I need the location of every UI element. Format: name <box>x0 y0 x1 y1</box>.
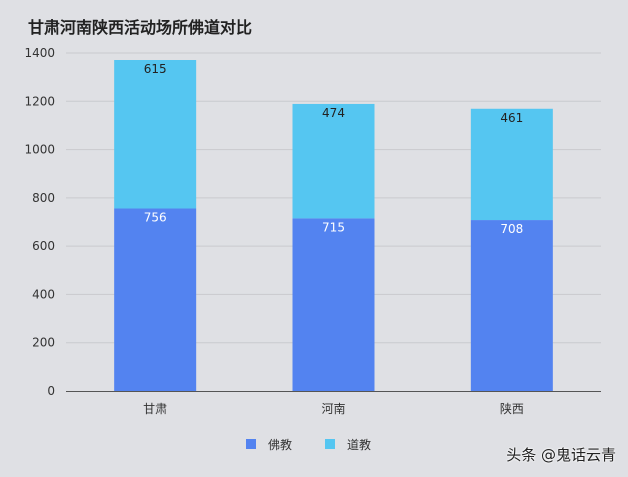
y-tick-label: 200 <box>32 336 55 350</box>
bar-taoism-3 <box>470 108 553 221</box>
data-label: 461 <box>500 111 523 125</box>
y-tick-label: 800 <box>32 191 55 205</box>
data-label: 474 <box>322 106 345 120</box>
x-tick-label: 甘肃 <box>143 402 167 416</box>
bar-buddhism-3 <box>470 220 553 391</box>
legend-label: 佛教 <box>268 437 292 452</box>
y-tick-label: 1200 <box>24 94 55 108</box>
legend-label: 道教 <box>347 437 371 452</box>
y-tick-label: 0 <box>47 384 55 398</box>
chart-title: 甘肃河南陕西活动场所佛道对比 <box>28 18 253 37</box>
x-tick-label: 河南 <box>321 401 345 416</box>
y-tick-label: 1000 <box>24 143 55 157</box>
bar-buddhism-1 <box>114 208 197 391</box>
x-tick-label: 陕西 <box>500 401 524 416</box>
data-label: 708 <box>500 222 523 236</box>
legend-swatch <box>246 439 256 449</box>
data-label: 615 <box>144 62 167 76</box>
data-label: 756 <box>144 210 167 224</box>
y-tick-label: 400 <box>32 287 55 301</box>
y-tick-label: 600 <box>32 239 55 253</box>
bar-taoism-2 <box>292 103 375 219</box>
legend-swatch <box>325 439 335 449</box>
y-tick-label: 1400 <box>24 46 55 60</box>
bar-taoism-1 <box>114 60 197 209</box>
bar-buddhism-2 <box>292 218 375 391</box>
data-label: 715 <box>322 220 345 234</box>
watermark: 头条 @鬼话云青 <box>506 446 616 464</box>
